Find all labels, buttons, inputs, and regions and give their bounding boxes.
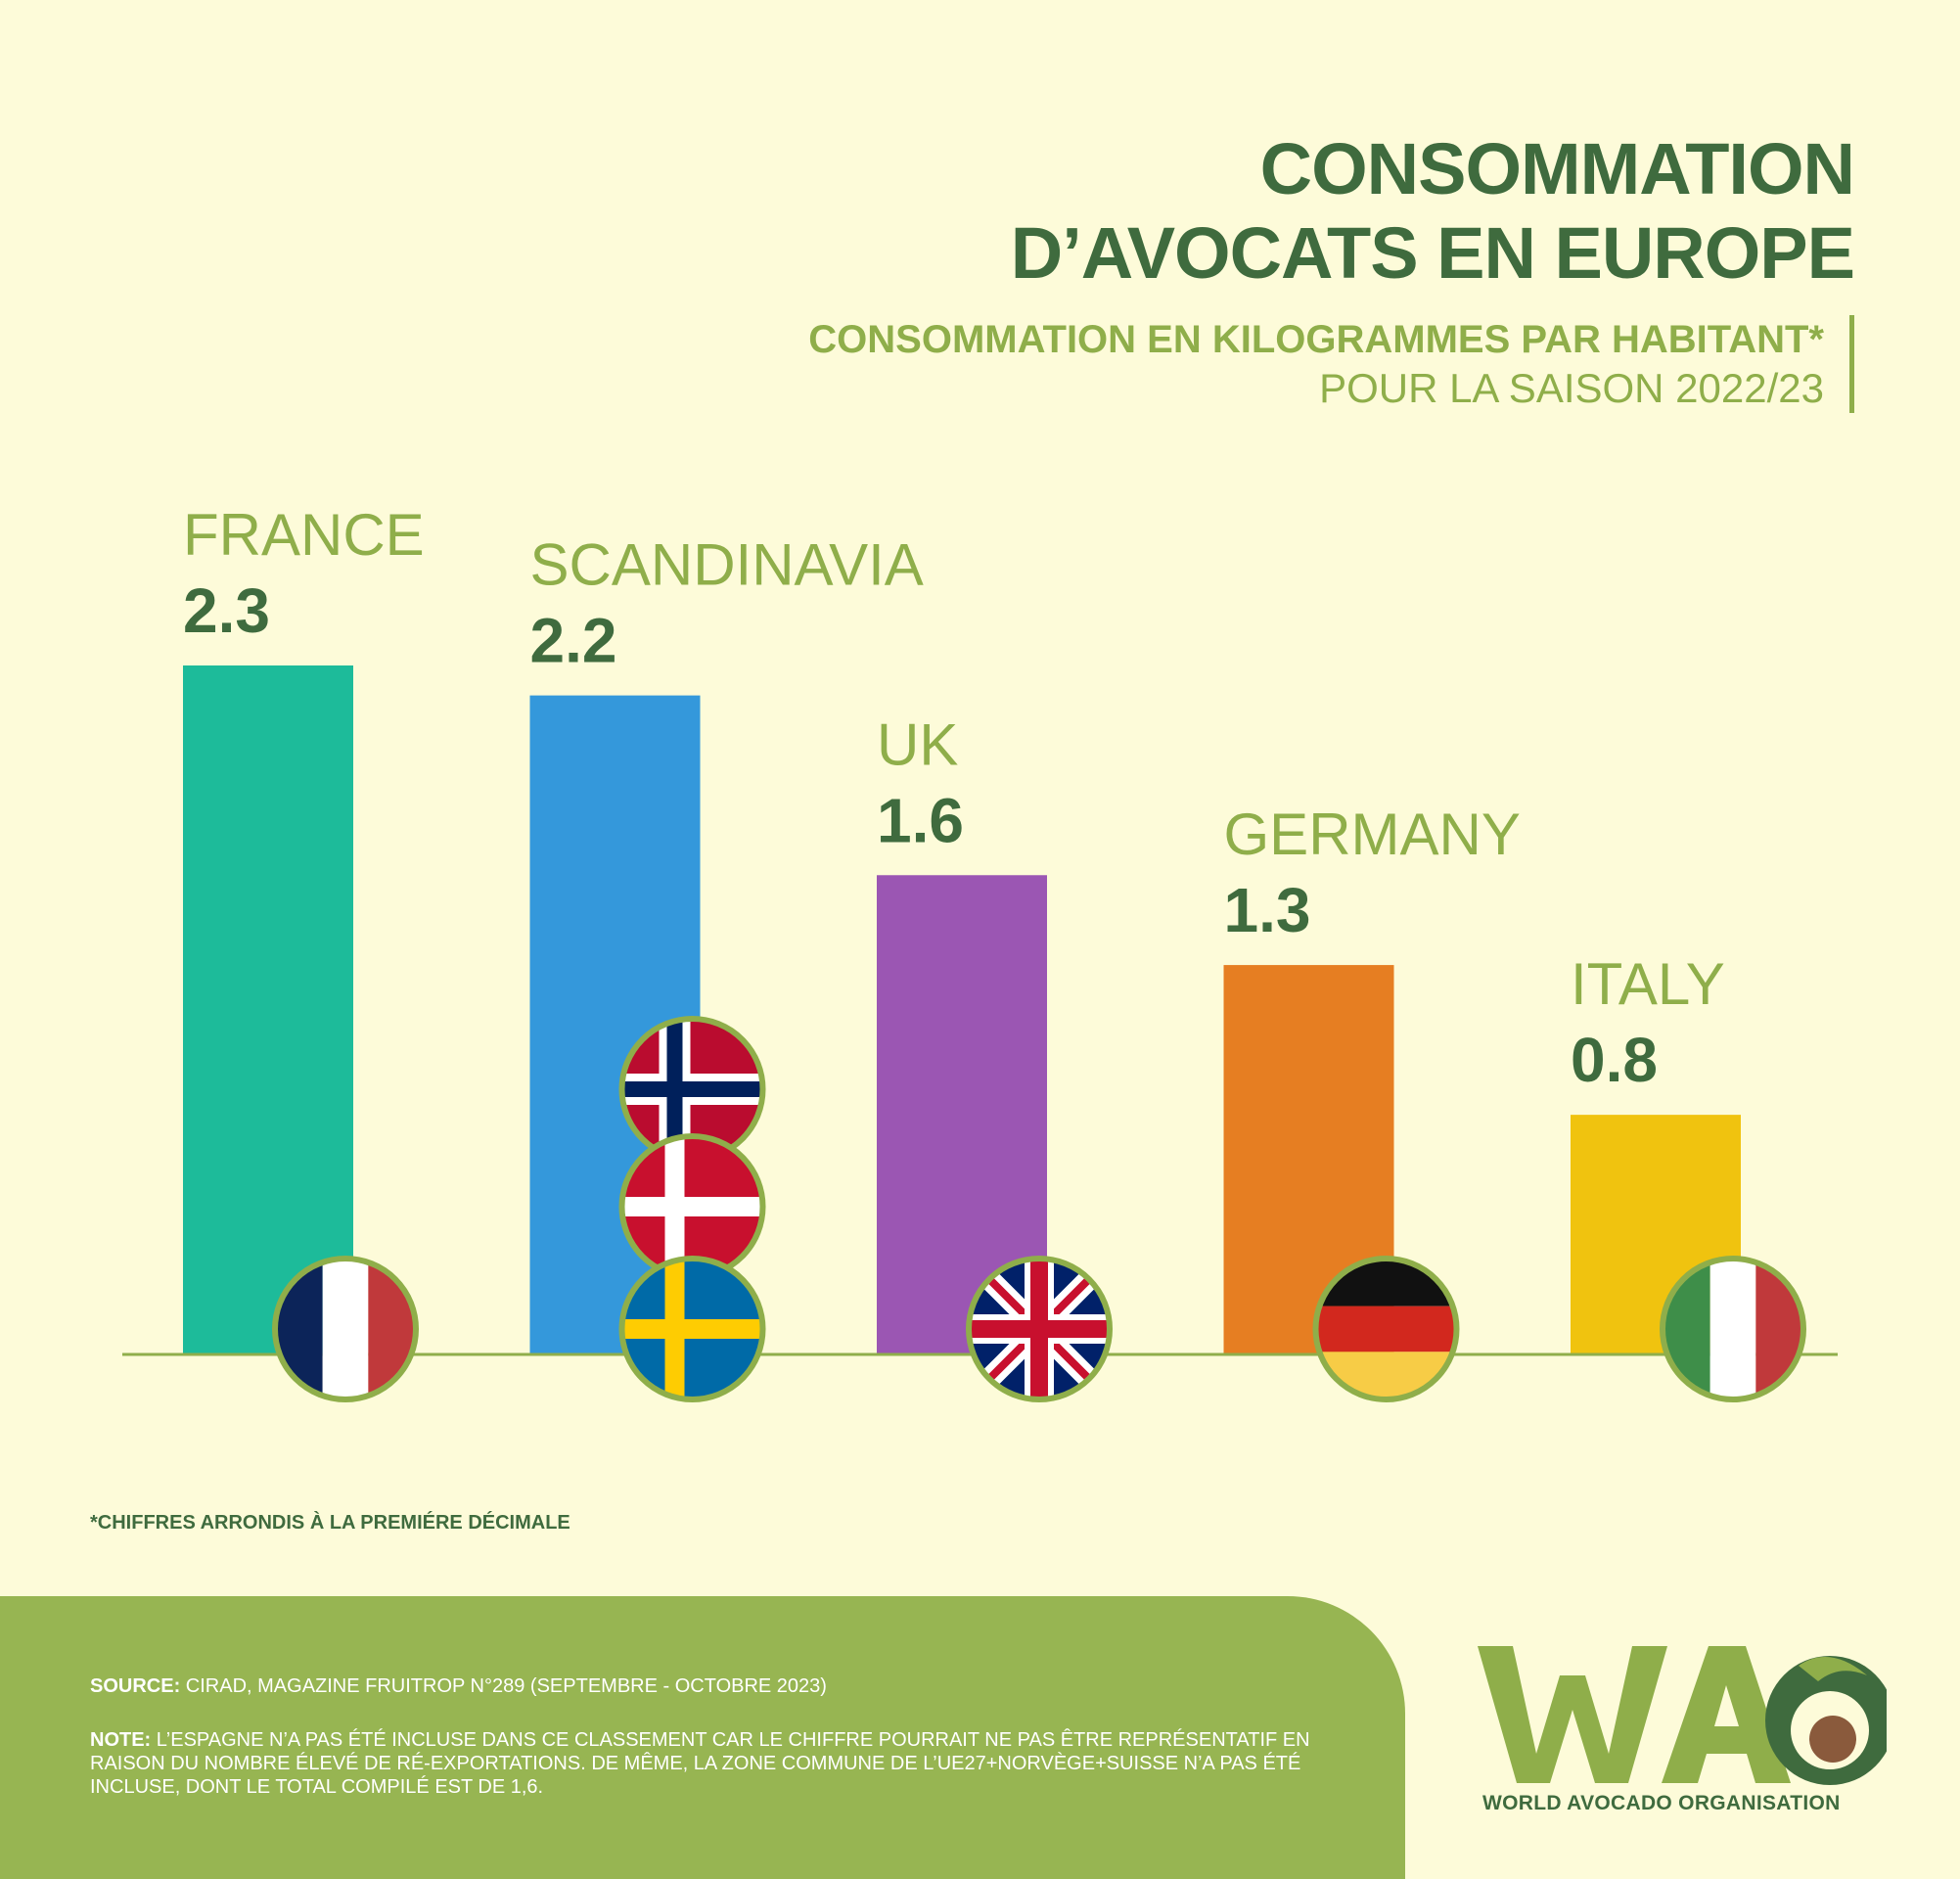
value-label-france: 2.3 [183, 575, 270, 646]
germany-flag [1312, 1256, 1460, 1402]
note-label: NOTE: [90, 1729, 152, 1751]
footer-panel: SOURCE: CIRAD, MAGAZINE FRUITROP N°289 (… [0, 1596, 1405, 1879]
source-label: SOURCE: [90, 1675, 181, 1697]
title-line-1: CONSOMMATION [1259, 128, 1855, 209]
bar-france [183, 665, 353, 1354]
footnote: *CHIFFRES ARRONDIS À LA PREMIÉRE DÉCIMAL… [90, 1512, 570, 1534]
page-title: CONSOMMATION D’AVOCATS EN EUROPE [1010, 127, 1855, 296]
source-body: CIRAD, MAGAZINE FRUITROP N°289 (SEPTEMBR… [180, 1675, 827, 1697]
value-label-scandinavia: 2.2 [530, 606, 617, 676]
wao-logo [1478, 1646, 1887, 1785]
category-label-italy: ITALY [1571, 951, 1725, 1017]
note-text: NOTE: L’ESPAGNE N’A PAS ÉTÉ INCLUSE DANS… [90, 1728, 1382, 1799]
france-flag [272, 1256, 419, 1402]
category-label-uk: UK [877, 711, 958, 777]
italy-flag [1660, 1256, 1806, 1402]
norway-flag [618, 1016, 766, 1163]
category-label-france: FRANCE [183, 502, 425, 568]
logo-name: WORLD AVOCADO ORGANISATION [1482, 1792, 1841, 1814]
category-label-germany: GERMANY [1224, 802, 1521, 867]
denmark-flag [618, 1133, 766, 1280]
source-text: SOURCE: CIRAD, MAGAZINE FRUITROP N°289 (… [90, 1674, 1382, 1698]
sweden-flag [618, 1256, 766, 1402]
bar-chart: 2.3 FRANCE 2.2 SCANDINAVIA 1.6 UK 1.3 GERMANY 0.… [122, 502, 1838, 1402]
subtitle: CONSOMMATION EN KILOGRAMMES PAR HABITANT… [808, 315, 1854, 413]
value-label-italy: 0.8 [1571, 1025, 1658, 1095]
subtitle-line-1: CONSOMMATION EN KILOGRAMMES PAR HABITANT… [808, 318, 1824, 361]
subtitle-line-2: POUR LA SAISON 2022/23 [1319, 365, 1824, 411]
title-line-2: D’AVOCATS EN EUROPE [1010, 212, 1855, 294]
note-body: L’ESPAGNE N’A PAS ÉTÉ INCLUSE DANS CE CL… [90, 1729, 1310, 1798]
value-label-uk: 1.6 [877, 785, 964, 855]
category-label-scandinavia: SCANDINAVIA [530, 532, 924, 598]
uk-flag [966, 1256, 1113, 1402]
value-label-germany: 1.3 [1224, 875, 1311, 945]
